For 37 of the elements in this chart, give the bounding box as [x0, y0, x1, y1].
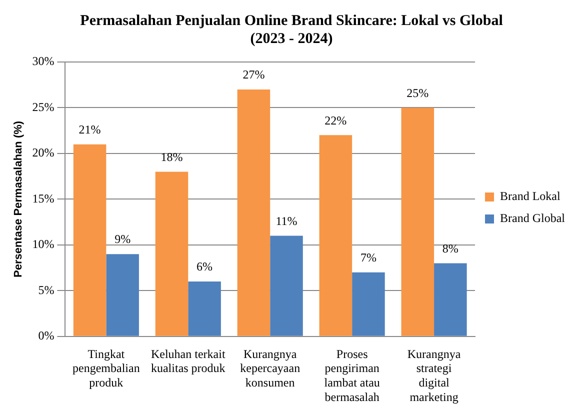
bar	[73, 144, 106, 336]
data-label: 21%	[78, 122, 101, 136]
data-label: 18%	[160, 150, 183, 164]
bar	[352, 272, 385, 336]
chart-subtitle: (2023 - 2024)	[250, 30, 333, 47]
data-label: 9%	[114, 232, 131, 246]
chart-title: Permasalahan Penjualan Online Brand Skincare: Lokal vs Global	[80, 12, 503, 29]
data-label: 8%	[442, 241, 458, 256]
y-tick-label: 25%	[32, 100, 54, 114]
x-tick-label: Proses pengiriman lambat atau bermasalah	[324, 346, 380, 404]
bar	[270, 236, 303, 336]
bar	[237, 89, 270, 336]
data-label: 27%	[242, 68, 265, 82]
x-tick-label: Kurangnya kepercayaan konsumen	[240, 346, 300, 390]
y-tick-label: 5%	[38, 282, 54, 297]
bar	[188, 282, 221, 336]
x-tick-label: Keluhan terkait kualitas produk	[150, 346, 226, 376]
data-label: 25%	[406, 86, 429, 100]
y-tick-label: 30%	[32, 54, 54, 68]
bar	[155, 172, 188, 336]
bar	[434, 263, 467, 336]
y-axis-title: Persentase Permasalahan (%)	[12, 120, 25, 278]
y-tick-label: 15%	[32, 191, 54, 206]
data-label: 11%	[276, 214, 298, 228]
x-tick-label: Kurangnya strategi digital marketing	[407, 346, 462, 404]
data-label: 22%	[324, 113, 347, 128]
legend-label: Brand Global	[500, 211, 566, 226]
bar	[401, 108, 434, 336]
data-label: 7%	[360, 250, 376, 265]
y-tick-label: 0%	[38, 328, 54, 343]
x-tick-label: Tingkat pengembalian produk	[72, 346, 140, 390]
legend-label: Brand Lokal	[500, 189, 561, 204]
bar	[106, 254, 139, 336]
y-tick-label: 10%	[32, 237, 54, 252]
y-tick-label: 20%	[32, 146, 54, 160]
data-label: 6%	[196, 260, 213, 274]
bar	[319, 135, 352, 336]
